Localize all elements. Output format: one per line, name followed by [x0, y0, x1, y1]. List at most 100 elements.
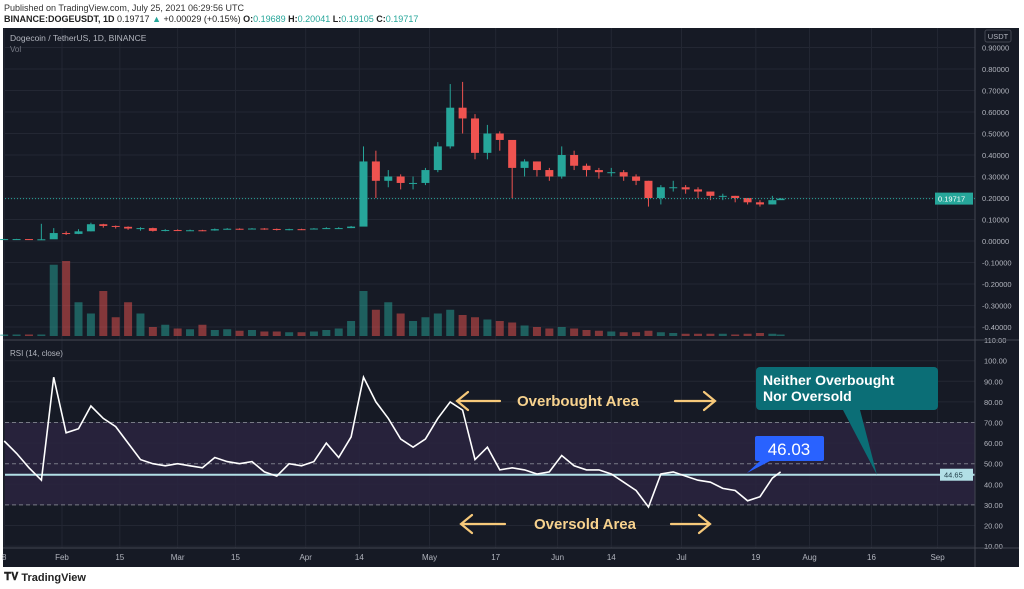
volume-bar	[755, 333, 764, 336]
callout-pointer	[843, 410, 877, 475]
x-tick-label: 14	[607, 553, 616, 562]
price-tick-label: 0.50000	[982, 130, 1009, 139]
candle-body	[86, 224, 95, 232]
volume-bar	[706, 333, 715, 336]
candle-body	[582, 165, 591, 171]
x-tick-label: May	[422, 553, 437, 562]
price-tick-label: -0.20000	[982, 280, 1012, 289]
volume-bar	[545, 328, 554, 336]
candle-body	[148, 228, 157, 231]
volume-bar	[371, 309, 380, 336]
volume-bar	[235, 330, 244, 336]
candle-body	[743, 198, 752, 203]
volume-bar	[359, 291, 368, 336]
price-tick-label: 0.70000	[982, 87, 1009, 96]
volume-bar	[582, 330, 591, 336]
volume-bar	[136, 313, 145, 336]
x-tick-label: 14	[355, 553, 364, 562]
candle-body	[458, 107, 467, 119]
volume-bar	[532, 327, 541, 336]
volume-bar	[62, 261, 71, 336]
volume-bar	[718, 333, 727, 336]
price-tick-label: -0.30000	[982, 302, 1012, 311]
tv-logo-icon: 𝐓𝐕	[4, 571, 19, 583]
volume-bar	[421, 317, 430, 336]
volume-bar	[99, 291, 108, 336]
candle-body	[632, 176, 641, 181]
price-tick-label: 0.60000	[982, 108, 1009, 117]
price-tick-label: -0.40000	[982, 323, 1012, 332]
volume-bar	[111, 317, 120, 336]
last-price-tag	[935, 192, 973, 205]
candle-body	[495, 133, 504, 140]
price-tick-label: 0.30000	[982, 173, 1009, 182]
x-tick-label: Mar	[171, 553, 185, 562]
candle-body	[421, 170, 430, 183]
x-tick-label: 17	[491, 553, 500, 562]
rsi-tick-label: 40.00	[984, 480, 1003, 489]
candle-body	[768, 200, 777, 205]
volume-bar	[173, 328, 182, 336]
close-value: 0.19717	[385, 14, 419, 24]
x-tick-label: 16	[867, 553, 876, 562]
volume-bar	[272, 331, 281, 336]
volume-bar	[694, 333, 703, 336]
volume-bar	[632, 332, 641, 336]
candle-body	[272, 228, 281, 230]
currency-button[interactable]	[984, 29, 1012, 43]
callout-box	[756, 367, 938, 410]
candle-body	[594, 170, 603, 173]
candle-body	[359, 161, 368, 227]
candle-body	[309, 228, 318, 230]
candle-body	[235, 228, 244, 230]
x-tick-label: Jun	[551, 553, 564, 562]
volume-bar	[776, 334, 785, 336]
last-price: 0.19717	[117, 14, 150, 24]
candle-body	[731, 195, 740, 198]
low-value: 0.19105	[341, 14, 374, 24]
candle-body	[210, 229, 219, 231]
candle-body	[396, 176, 405, 183]
close-label: C:	[376, 14, 386, 24]
volume-bar	[520, 325, 529, 336]
arrow-right-icon	[673, 390, 717, 412]
candle-body	[347, 226, 356, 229]
candle-body	[532, 161, 541, 171]
rsi-tick-label: 60.00	[984, 439, 1003, 448]
x-tick-label: 19	[751, 553, 760, 562]
volume-bars	[0, 261, 785, 336]
candle-body	[557, 155, 566, 177]
up-triangle-icon: ▲	[152, 14, 162, 24]
volume-bar	[37, 334, 46, 336]
x-tick-label: Aug	[802, 553, 816, 562]
candle-body	[656, 187, 665, 198]
annotations: Overbought Area Oversold Area Neither Ov…	[455, 367, 938, 535]
tradingview-logo[interactable]: 𝐓𝐕 TradingView	[4, 571, 86, 584]
volume-bar	[186, 329, 195, 336]
rsi-tick-label: 10.00	[984, 542, 1003, 551]
rsi-tick-label: 50.00	[984, 460, 1003, 469]
candle-body	[247, 228, 256, 230]
volume-bar	[396, 313, 405, 336]
volume-bar	[433, 313, 442, 336]
high-value: 0.20041	[297, 14, 331, 24]
volume-bar	[210, 330, 219, 336]
candle-body	[12, 239, 21, 241]
candle-body	[186, 230, 195, 232]
volume-bar	[24, 334, 33, 336]
arrow-right-icon	[669, 513, 712, 535]
candle-body	[173, 230, 182, 232]
price-tick-label: 0.80000	[982, 65, 1009, 74]
candle-body	[545, 170, 554, 177]
price-change: +0.00029 (+0.15%)	[163, 14, 241, 24]
volume-bar	[594, 330, 603, 336]
price-tick-label: 0.20000	[982, 194, 1009, 203]
candle-body	[49, 233, 58, 240]
low-label: L:	[332, 14, 342, 24]
volume-bar	[247, 330, 256, 336]
price-tick-label: 0.00000	[982, 237, 1009, 246]
x-tick-label: Apr	[299, 553, 312, 562]
volume-bar	[198, 324, 207, 336]
rsi-hline-label: 44.65	[944, 471, 963, 480]
